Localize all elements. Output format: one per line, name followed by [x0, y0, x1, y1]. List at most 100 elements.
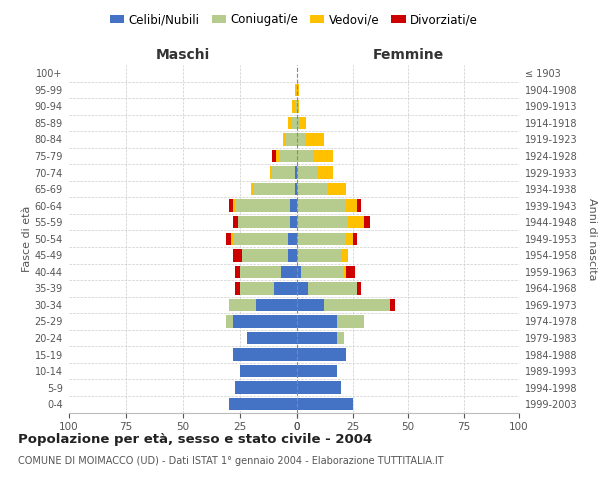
Bar: [297, 100, 299, 112]
Bar: [297, 365, 337, 378]
Bar: [247, 332, 297, 344]
Bar: [235, 266, 297, 278]
Bar: [233, 348, 297, 361]
Bar: [297, 150, 332, 162]
Bar: [297, 134, 323, 145]
Bar: [251, 183, 297, 196]
Bar: [297, 382, 341, 394]
Bar: [297, 150, 313, 162]
Bar: [240, 365, 297, 378]
Bar: [297, 216, 364, 228]
Bar: [297, 249, 341, 262]
Bar: [297, 348, 346, 361]
Bar: [274, 282, 297, 294]
Bar: [283, 134, 297, 145]
Bar: [229, 200, 297, 212]
Bar: [297, 382, 341, 394]
Bar: [297, 348, 346, 361]
Bar: [235, 382, 297, 394]
Bar: [297, 398, 353, 410]
Bar: [297, 200, 361, 212]
Bar: [226, 316, 297, 328]
Bar: [297, 348, 346, 361]
Text: COMUNE DI MOIMACCO (UD) - Dati ISTAT 1° gennaio 2004 - Elaborazione TUTTITALIA.I: COMUNE DI MOIMACCO (UD) - Dati ISTAT 1° …: [18, 456, 443, 466]
Bar: [295, 84, 297, 96]
Bar: [297, 116, 299, 129]
Bar: [279, 150, 297, 162]
Bar: [297, 365, 337, 378]
Bar: [297, 398, 353, 410]
Bar: [247, 332, 297, 344]
Bar: [235, 382, 297, 394]
Bar: [240, 282, 297, 294]
Bar: [297, 332, 337, 344]
Bar: [240, 282, 297, 294]
Bar: [297, 183, 346, 196]
Bar: [295, 166, 297, 179]
Bar: [292, 100, 297, 112]
Bar: [297, 316, 364, 328]
Bar: [297, 249, 348, 262]
Bar: [229, 398, 297, 410]
Bar: [297, 200, 357, 212]
Bar: [297, 382, 341, 394]
Bar: [256, 298, 297, 311]
Bar: [242, 249, 297, 262]
Bar: [297, 166, 317, 179]
Bar: [233, 348, 297, 361]
Bar: [251, 183, 297, 196]
Bar: [240, 365, 297, 378]
Bar: [288, 116, 297, 129]
Bar: [297, 365, 337, 378]
Bar: [229, 398, 297, 410]
Bar: [297, 298, 390, 311]
Bar: [297, 266, 355, 278]
Bar: [297, 266, 344, 278]
Bar: [297, 365, 337, 378]
Bar: [297, 116, 306, 129]
Bar: [297, 232, 346, 245]
Bar: [297, 266, 301, 278]
Bar: [288, 249, 297, 262]
Bar: [240, 365, 297, 378]
Bar: [297, 316, 364, 328]
Bar: [233, 216, 297, 228]
Bar: [281, 266, 297, 278]
Bar: [297, 166, 332, 179]
Bar: [297, 183, 346, 196]
Title: Femmine: Femmine: [373, 48, 443, 62]
Bar: [297, 398, 353, 410]
Bar: [254, 183, 297, 196]
Bar: [235, 382, 297, 394]
Bar: [233, 200, 297, 212]
Bar: [297, 348, 346, 361]
Bar: [297, 84, 299, 96]
Bar: [297, 249, 348, 262]
Bar: [297, 282, 357, 294]
Bar: [288, 232, 297, 245]
Y-axis label: Fasce di età: Fasce di età: [22, 206, 32, 272]
Bar: [297, 282, 357, 294]
Bar: [226, 232, 297, 245]
Bar: [233, 316, 297, 328]
Title: Maschi: Maschi: [156, 48, 210, 62]
Bar: [297, 134, 323, 145]
Bar: [297, 166, 332, 179]
Bar: [297, 298, 395, 311]
Bar: [297, 316, 337, 328]
Bar: [233, 232, 297, 245]
Bar: [297, 100, 299, 112]
Bar: [297, 216, 370, 228]
Bar: [233, 348, 297, 361]
Bar: [292, 100, 297, 112]
Bar: [297, 332, 344, 344]
Bar: [297, 183, 328, 196]
Bar: [297, 232, 357, 245]
Y-axis label: Anni di nascita: Anni di nascita: [587, 198, 598, 280]
Bar: [240, 365, 297, 378]
Bar: [235, 200, 297, 212]
Bar: [288, 116, 297, 129]
Bar: [277, 150, 297, 162]
Bar: [235, 282, 297, 294]
Bar: [229, 298, 297, 311]
